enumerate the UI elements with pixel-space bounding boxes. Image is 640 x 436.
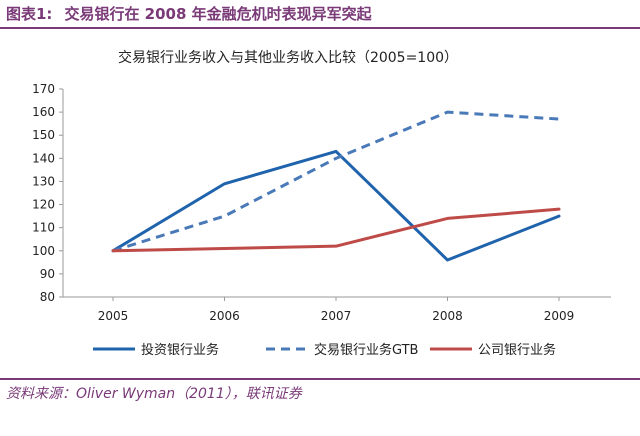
figure-header: 图表1: 交易银行在 2008 年金融危机时表现异军突起 bbox=[6, 3, 372, 24]
series-line-3 bbox=[111, 207, 561, 253]
y-tick-label: 130 bbox=[32, 174, 55, 188]
source-note: 资料来源：Oliver Wyman（2011），联讯证券 bbox=[6, 386, 302, 402]
series-line-2 bbox=[112, 110, 560, 253]
chart-title: 交易银行业务收入与其他业务收入比较（2005=100） bbox=[118, 49, 458, 66]
y-tick-label: 110 bbox=[32, 221, 55, 235]
axes: 80 90 100 110 120 130 140 150 160 170 2005 2006 2007… bbox=[32, 82, 611, 323]
y-tick-label: 120 bbox=[32, 198, 55, 212]
y-tick-label: 170 bbox=[32, 82, 55, 96]
legend-label-1: 投资银行业务 bbox=[141, 342, 219, 358]
legend: 投资银行业务 交易银行业务GTB 公司银行业务 bbox=[93, 342, 556, 358]
y-tick-label: 150 bbox=[32, 128, 55, 142]
series-lines bbox=[111, 110, 561, 262]
y-tick-label: 80 bbox=[40, 290, 55, 304]
figure-label: 图表1: bbox=[6, 5, 53, 23]
legend-label-3: 公司银行业务 bbox=[478, 342, 556, 358]
x-tick-label: 2006 bbox=[209, 309, 240, 323]
header-divider bbox=[0, 27, 640, 29]
legend-label-2: 交易银行业务GTB bbox=[314, 342, 418, 358]
y-tick-label: 100 bbox=[32, 244, 55, 258]
series-line-1 bbox=[111, 149, 561, 262]
x-tick-label: 2009 bbox=[544, 309, 575, 323]
x-tick-label: 2005 bbox=[98, 309, 129, 323]
x-tick-label: 2008 bbox=[432, 309, 463, 323]
line-chart: 交易银行业务收入与其他业务收入比较（2005=100） 80 90 100 110 12… bbox=[32, 49, 611, 358]
y-tick-label: 140 bbox=[32, 151, 55, 165]
y-tick-label: 160 bbox=[32, 105, 55, 119]
figure-title: 交易银行在 2008 年金融危机时表现异军突起 bbox=[64, 5, 372, 23]
y-tick-label: 90 bbox=[40, 267, 55, 281]
source-divider bbox=[0, 378, 640, 380]
x-tick-label: 2007 bbox=[321, 309, 352, 323]
